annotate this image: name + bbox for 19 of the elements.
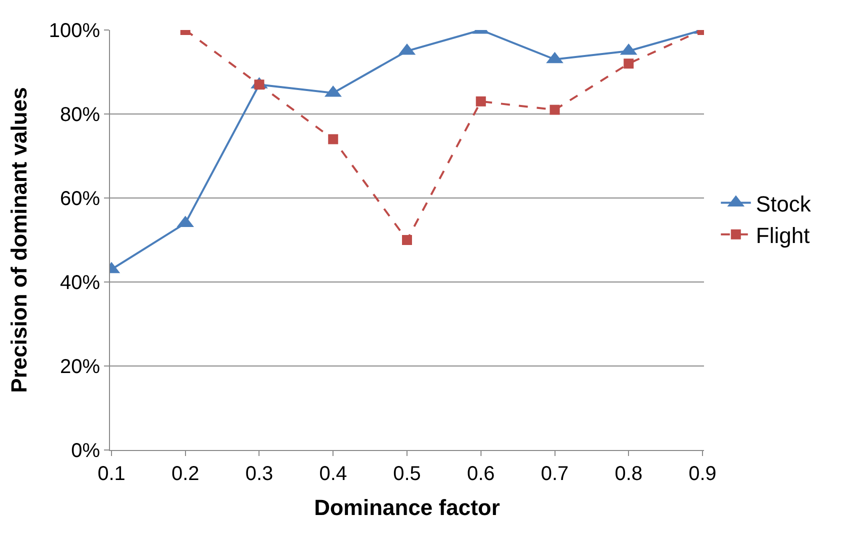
y-tick-label: 0% (71, 440, 100, 462)
x-axis-title: Dominance factor (314, 494, 500, 520)
x-tick-label: 0.2 (171, 463, 200, 485)
legend-label: Stock (756, 191, 812, 216)
x-tick-label: 0.6 (466, 463, 495, 485)
x-tick-label: 0.8 (614, 463, 643, 485)
x-tick-label: 0.1 (98, 463, 126, 485)
y-tick-label: 20% (60, 356, 100, 378)
y-tick-label: 60% (60, 188, 100, 210)
legend-label: Flight (756, 222, 810, 248)
x-tick-label: 0.3 (245, 463, 274, 485)
y-axis-title: Precision of dominant values (6, 87, 32, 393)
x-tick-label: 0.5 (393, 463, 421, 485)
x-tick-label: 0.9 (688, 463, 716, 485)
y-tick-label: 80% (60, 104, 100, 126)
y-tick-label: 40% (60, 272, 100, 294)
x-tick-label: 0.4 (319, 463, 348, 485)
x-tick-label: 0.7 (540, 463, 569, 485)
y-tick-label: 100% (48, 20, 100, 42)
